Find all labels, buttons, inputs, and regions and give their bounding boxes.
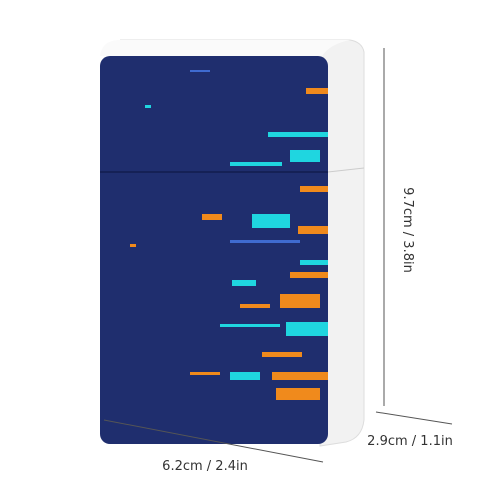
box-side bbox=[119, 39, 365, 447]
pattern bbox=[130, 70, 328, 400]
width-label: 6.2cm / 2.4in bbox=[162, 459, 248, 474]
lid-seam-side bbox=[327, 167, 365, 173]
box-top bbox=[100, 40, 350, 56]
dimension-lines bbox=[103, 48, 453, 463]
height-label: 9.7cm / 3.8in bbox=[400, 187, 415, 273]
depth-label: 2.9cm / 1.1in bbox=[367, 434, 453, 449]
box-front bbox=[100, 56, 328, 444]
